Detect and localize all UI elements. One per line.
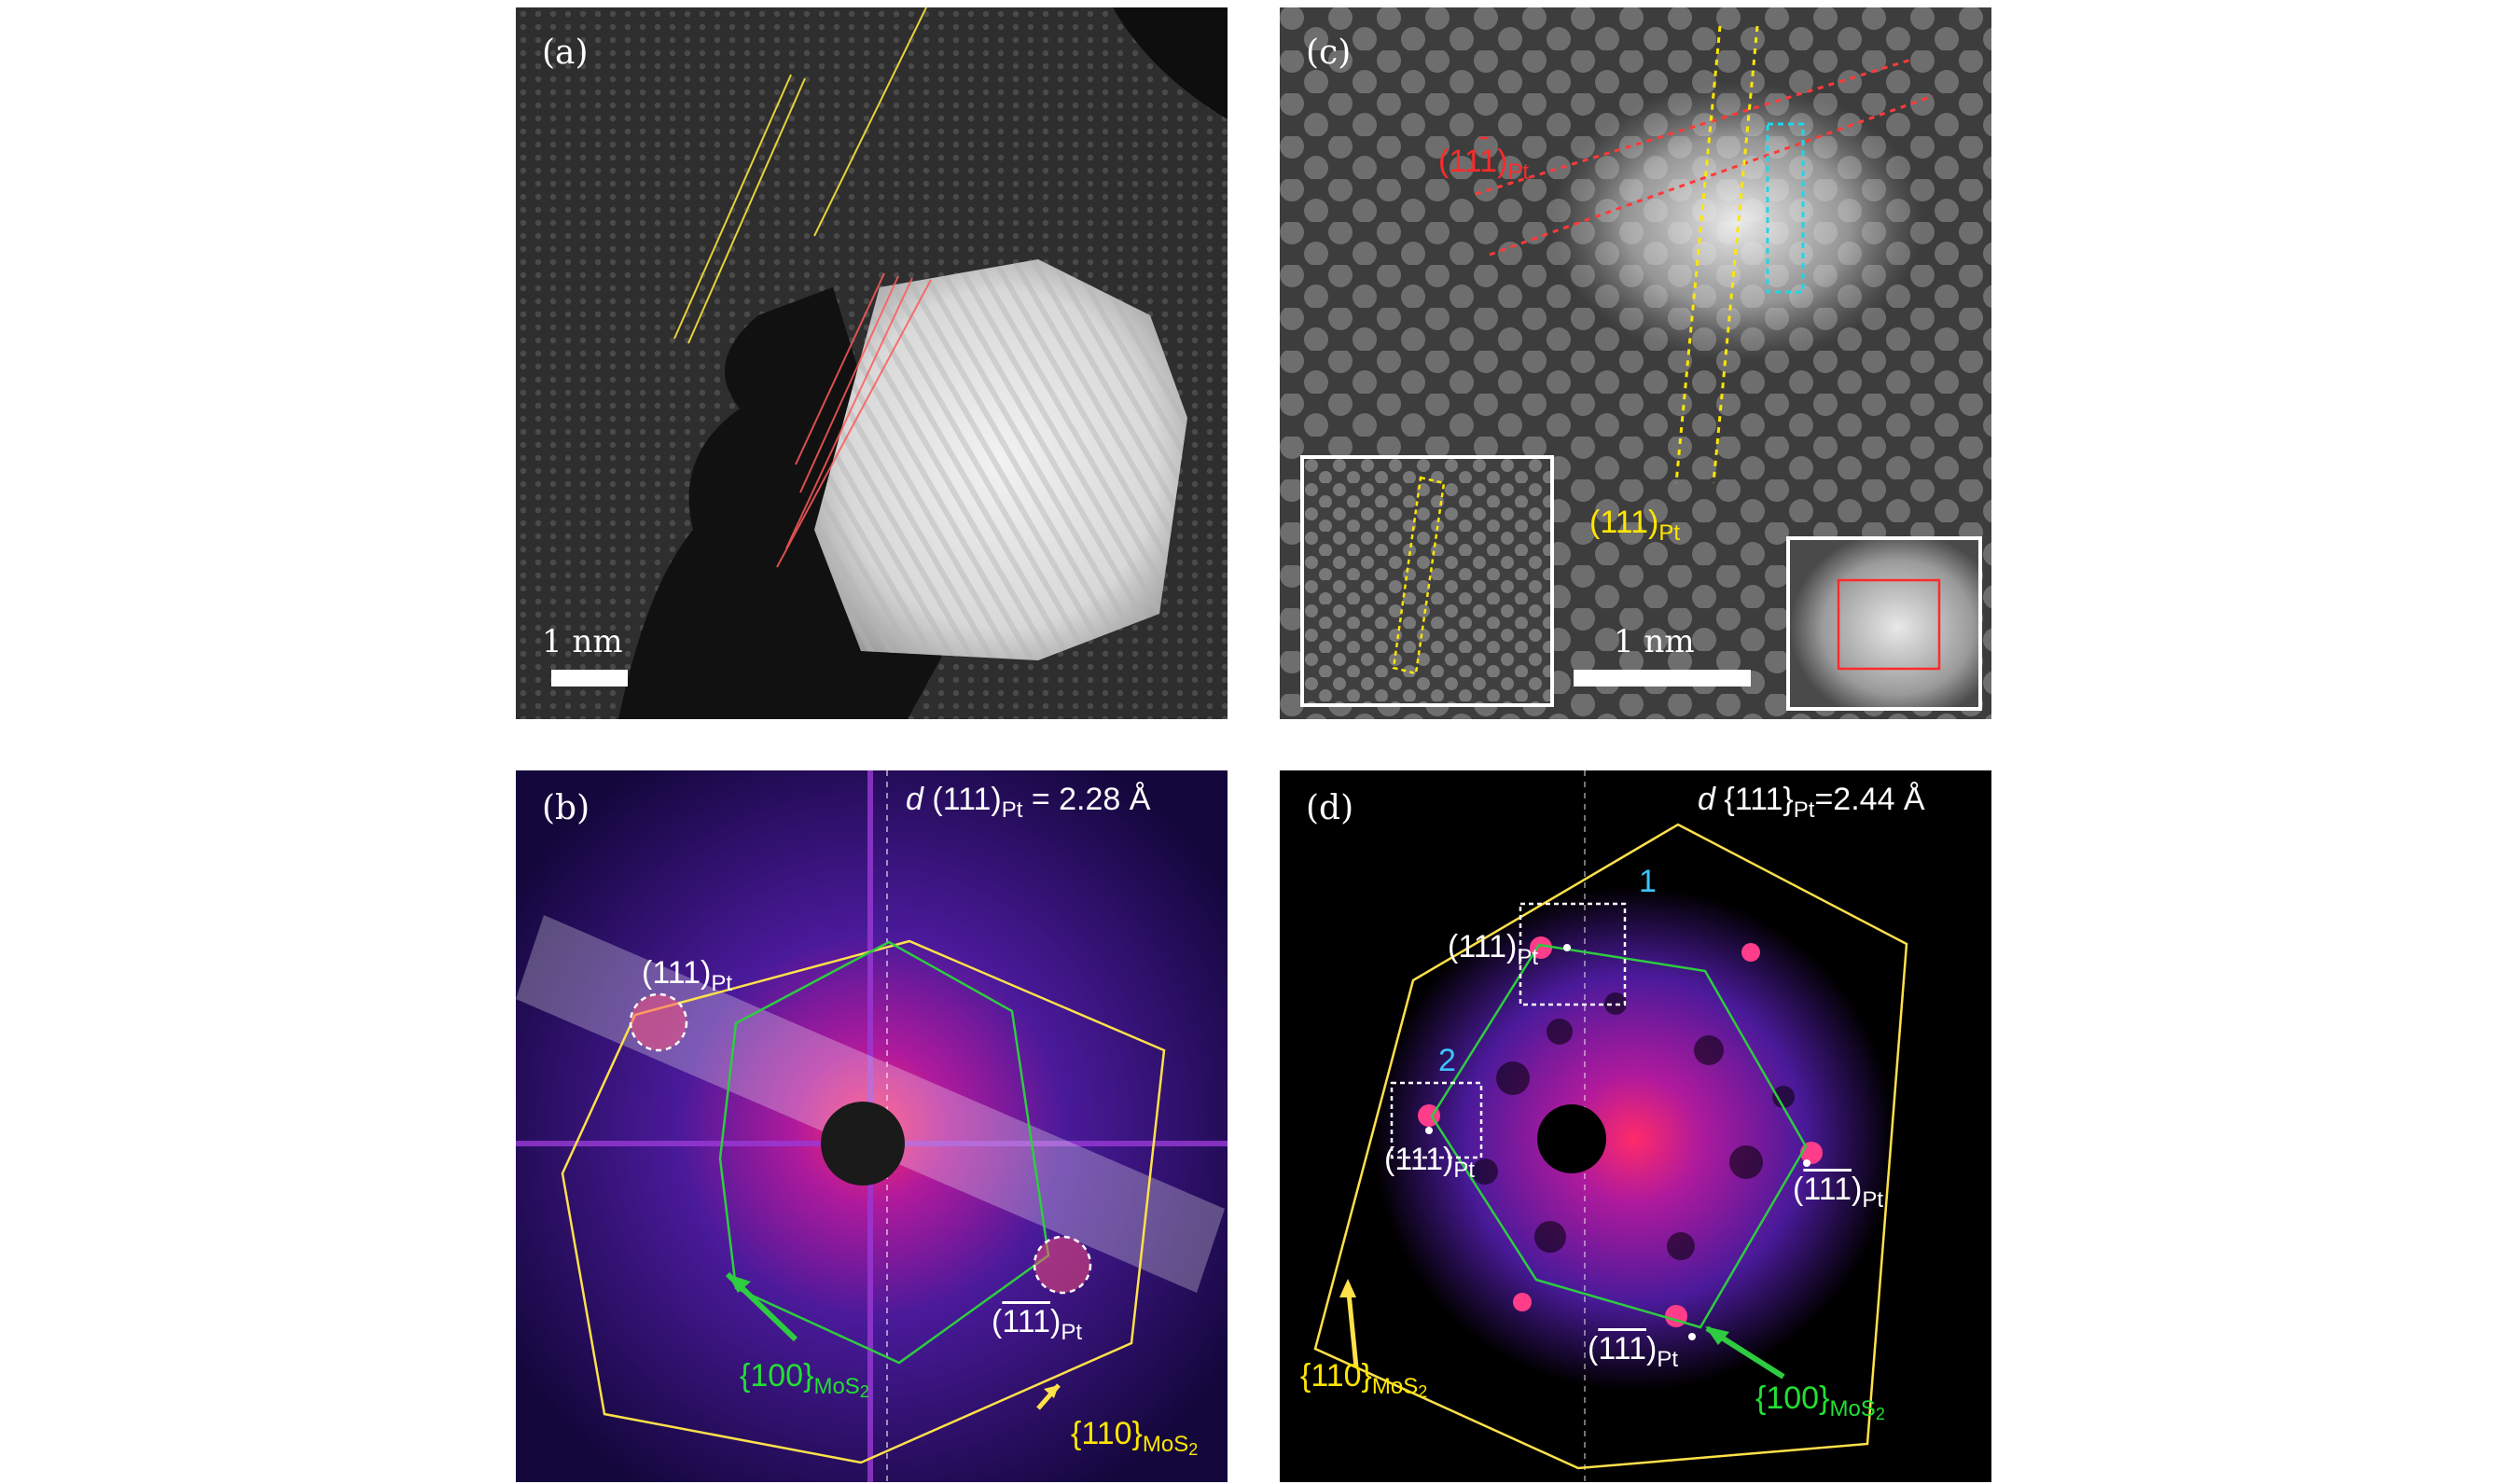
d-spacing-b: d (111)Pt = 2.28 Å: [906, 782, 1151, 823]
scale-bar-label-c: 1 nm: [1614, 623, 1695, 660]
panel-label-d: (d): [1306, 789, 1354, 827]
spot-label-111-pt-left: (111)Pt: [1384, 1142, 1476, 1183]
fft-pattern-d: [1280, 770, 1991, 1482]
spot-label-111-pt-b: (111)Pt: [642, 955, 733, 996]
panel-label-a: (a): [542, 34, 589, 72]
label-110-mos2-d: {110}MoS2: [1300, 1358, 1428, 1401]
scale-bar-label-a: 1 nm: [542, 623, 623, 660]
label-100-mos2-b: {100}MoS2: [740, 1358, 869, 1401]
panel-b-fft: (b) d (111)Pt = 2.28 Å (111)Pt (111)Pt {…: [516, 770, 1228, 1482]
box-number-1: 1: [1639, 864, 1657, 899]
spot-label-111bar-pt-right: (111)Pt: [1793, 1172, 1884, 1213]
label-110-mos2-b: {110}MoS2: [1071, 1416, 1199, 1459]
scale-bar-a: [551, 670, 628, 687]
label-100-mos2-d: {100}MoS2: [1755, 1380, 1885, 1423]
box-number-2: 2: [1438, 1043, 1456, 1078]
spot-label-111bar-pt-b: (111)Pt: [992, 1304, 1083, 1345]
spot-label-111bar-pt-bottom: (111)Pt: [1588, 1331, 1679, 1372]
panel-c-stem-image: (c) (111̄)Pt (111)Pt 1 nm: [1280, 7, 1991, 719]
panel-a-stem-image: (a) 1 nm: [516, 7, 1228, 719]
panel-label-c: (c): [1306, 34, 1352, 72]
d-spacing-d: d {111}Pt=2.44 Å: [1698, 782, 1925, 823]
inset-lattice-image: [1304, 459, 1550, 703]
label-111bar-pt-red: (111̄)Pt: [1438, 144, 1530, 185]
fft-pattern-b: [516, 770, 1228, 1482]
panel-d-fft: (d) d {111}Pt=2.44 Å 1 2 (111)Pt (111)Pt…: [1280, 770, 1991, 1482]
scale-bar-c: [1574, 670, 1751, 687]
stem-image-a: [516, 7, 1228, 719]
panel-label-b: (b): [542, 789, 590, 827]
inset-lattice-left: [1300, 455, 1554, 707]
label-111-pt-yellow: (111)Pt: [1589, 505, 1681, 546]
spot-label-111bar-pt-top: (111)Pt: [1448, 929, 1539, 970]
inset-cluster-right: [1786, 536, 1982, 711]
inset-cluster-image: [1790, 540, 1978, 707]
